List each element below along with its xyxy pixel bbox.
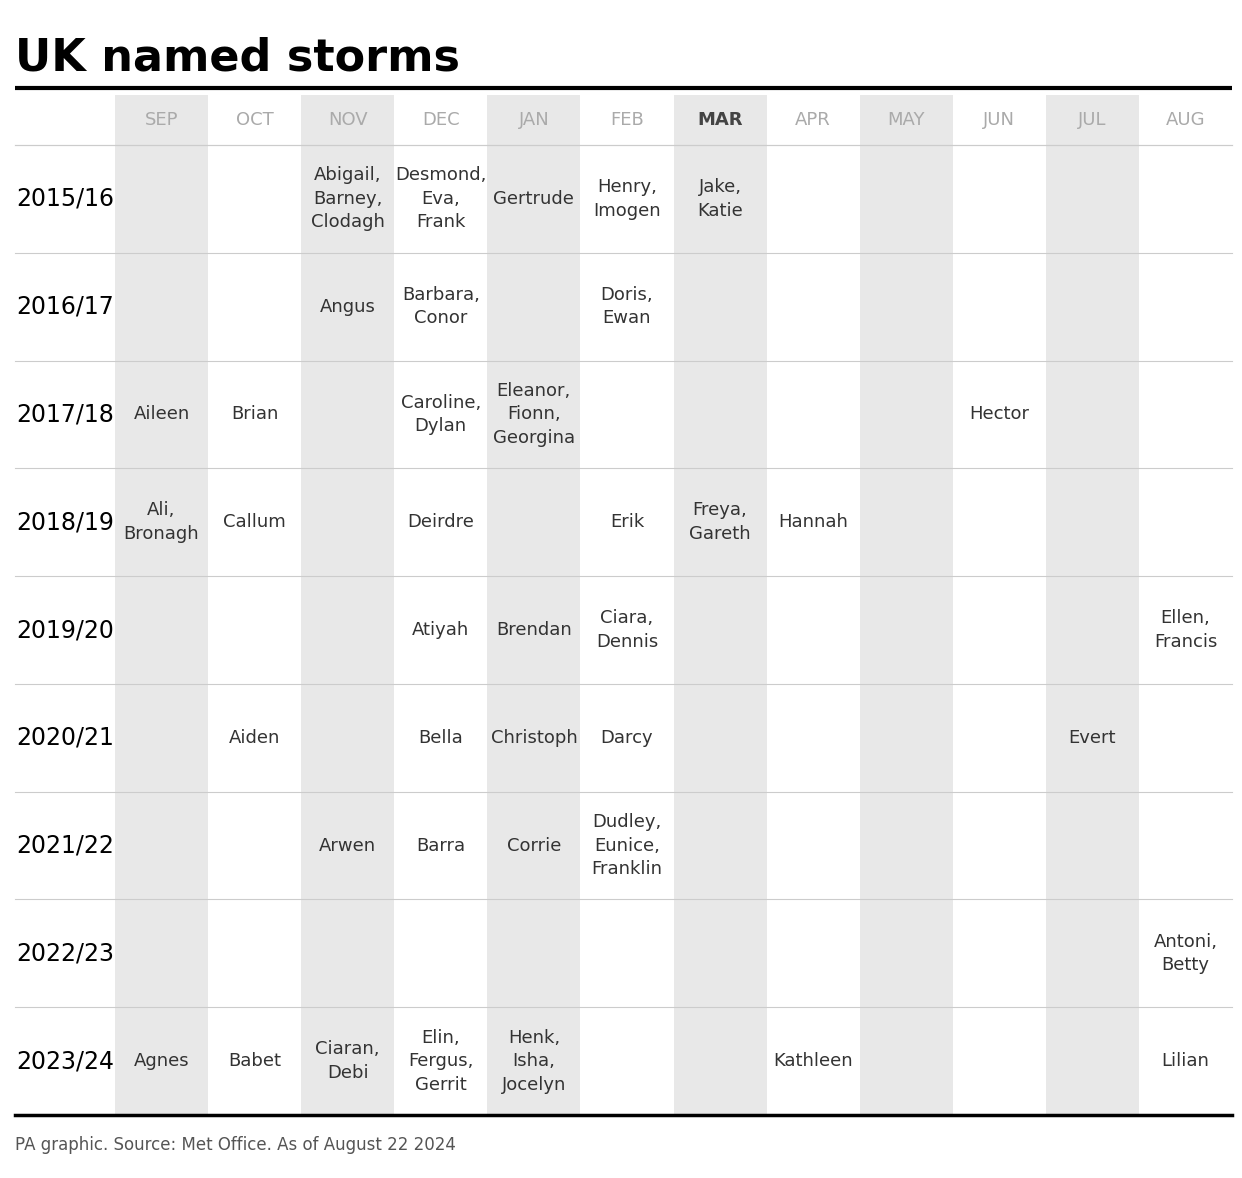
Text: Desmond,
Eva,
Frank: Desmond, Eva, Frank bbox=[395, 166, 487, 232]
Text: Erik: Erik bbox=[610, 514, 645, 531]
Text: Freya,
Gareth: Freya, Gareth bbox=[689, 502, 751, 543]
Text: Gertrude: Gertrude bbox=[493, 190, 574, 207]
Text: Eleanor,
Fionn,
Georgina: Eleanor, Fionn, Georgina bbox=[493, 382, 575, 446]
Text: Agnes: Agnes bbox=[134, 1052, 189, 1070]
Text: FEB: FEB bbox=[610, 111, 643, 130]
Text: PA graphic. Source: Met Office. As of August 22 2024: PA graphic. Source: Met Office. As of Au… bbox=[15, 1136, 456, 1154]
Text: Corrie: Corrie bbox=[507, 836, 561, 854]
Text: MAY: MAY bbox=[888, 111, 925, 130]
Text: Elin,
Fergus,
Gerrit: Elin, Fergus, Gerrit bbox=[409, 1028, 473, 1093]
Text: Darcy: Darcy bbox=[601, 729, 653, 747]
Text: SEP: SEP bbox=[145, 111, 179, 130]
Bar bbox=[859, 95, 953, 1116]
Text: Henk,
Isha,
Jocelyn: Henk, Isha, Jocelyn bbox=[502, 1028, 566, 1093]
Text: Aileen: Aileen bbox=[133, 405, 190, 423]
Text: Jake,
Katie: Jake, Katie bbox=[697, 178, 743, 219]
Text: Deirdre: Deirdre bbox=[407, 514, 474, 531]
Bar bbox=[673, 95, 766, 1116]
Text: Hector: Hector bbox=[969, 405, 1030, 423]
Text: Ellen,
Francis: Ellen, Francis bbox=[1154, 609, 1217, 650]
Bar bbox=[394, 95, 487, 1116]
Text: JAN: JAN bbox=[518, 111, 549, 130]
Text: Hannah: Hannah bbox=[779, 514, 848, 531]
Text: Barra: Barra bbox=[416, 836, 466, 854]
Text: Atiyah: Atiyah bbox=[412, 621, 469, 638]
Text: Evert: Evert bbox=[1068, 729, 1117, 747]
Text: Doris,
Ewan: Doris, Ewan bbox=[601, 286, 653, 327]
Bar bbox=[301, 95, 394, 1116]
Text: Arwen: Arwen bbox=[319, 836, 376, 854]
Text: Brian: Brian bbox=[231, 405, 278, 423]
Text: UK named storms: UK named storms bbox=[15, 37, 460, 79]
Text: Bella: Bella bbox=[419, 729, 463, 747]
Text: Ali,
Bronagh: Ali, Bronagh bbox=[124, 502, 200, 543]
Text: MAR: MAR bbox=[697, 111, 743, 130]
Text: Dudley,
Eunice,
Franklin: Dudley, Eunice, Franklin bbox=[591, 813, 662, 878]
Bar bbox=[1046, 95, 1139, 1116]
Bar bbox=[209, 95, 301, 1116]
Text: Barbara,
Conor: Barbara, Conor bbox=[402, 286, 479, 327]
Bar bbox=[15, 95, 116, 1116]
Text: Kathleen: Kathleen bbox=[774, 1052, 853, 1070]
Bar bbox=[116, 95, 209, 1116]
Text: NOV: NOV bbox=[328, 111, 368, 130]
Text: 2017/18: 2017/18 bbox=[16, 403, 114, 426]
Text: Callum: Callum bbox=[224, 514, 286, 531]
Text: Lilian: Lilian bbox=[1161, 1052, 1210, 1070]
Text: DEC: DEC bbox=[422, 111, 460, 130]
Text: AUG: AUG bbox=[1166, 111, 1205, 130]
Text: Babet: Babet bbox=[229, 1052, 281, 1070]
Text: 2020/21: 2020/21 bbox=[16, 726, 114, 749]
Bar bbox=[1139, 95, 1232, 1116]
Text: 2016/17: 2016/17 bbox=[16, 294, 114, 319]
Bar bbox=[580, 95, 673, 1116]
Text: 2022/23: 2022/23 bbox=[16, 941, 114, 965]
Text: 2023/24: 2023/24 bbox=[16, 1050, 114, 1073]
Bar bbox=[766, 95, 859, 1116]
Text: Angus: Angus bbox=[319, 298, 375, 316]
Bar bbox=[953, 95, 1046, 1116]
Text: Abigail,
Barney,
Clodagh: Abigail, Barney, Clodagh bbox=[310, 166, 385, 232]
Text: 2018/19: 2018/19 bbox=[16, 510, 114, 534]
Text: OCT: OCT bbox=[236, 111, 273, 130]
Text: Ciara,
Dennis: Ciara, Dennis bbox=[596, 609, 658, 650]
Text: Henry,
Imogen: Henry, Imogen bbox=[594, 178, 661, 219]
Text: Christoph: Christoph bbox=[491, 729, 578, 747]
Text: 2015/16: 2015/16 bbox=[16, 187, 114, 211]
Text: Caroline,
Dylan: Caroline, Dylan bbox=[401, 393, 481, 435]
Text: 2021/22: 2021/22 bbox=[16, 834, 114, 858]
Text: 2019/20: 2019/20 bbox=[16, 618, 114, 642]
Text: Brendan: Brendan bbox=[496, 621, 571, 638]
Text: JUL: JUL bbox=[1078, 111, 1107, 130]
Text: APR: APR bbox=[795, 111, 831, 130]
Bar bbox=[487, 95, 580, 1116]
Text: Ciaran,
Debi: Ciaran, Debi bbox=[315, 1040, 380, 1081]
Text: Antoni,
Betty: Antoni, Betty bbox=[1154, 933, 1217, 974]
Text: Aiden: Aiden bbox=[229, 729, 281, 747]
Text: JUN: JUN bbox=[984, 111, 1015, 130]
